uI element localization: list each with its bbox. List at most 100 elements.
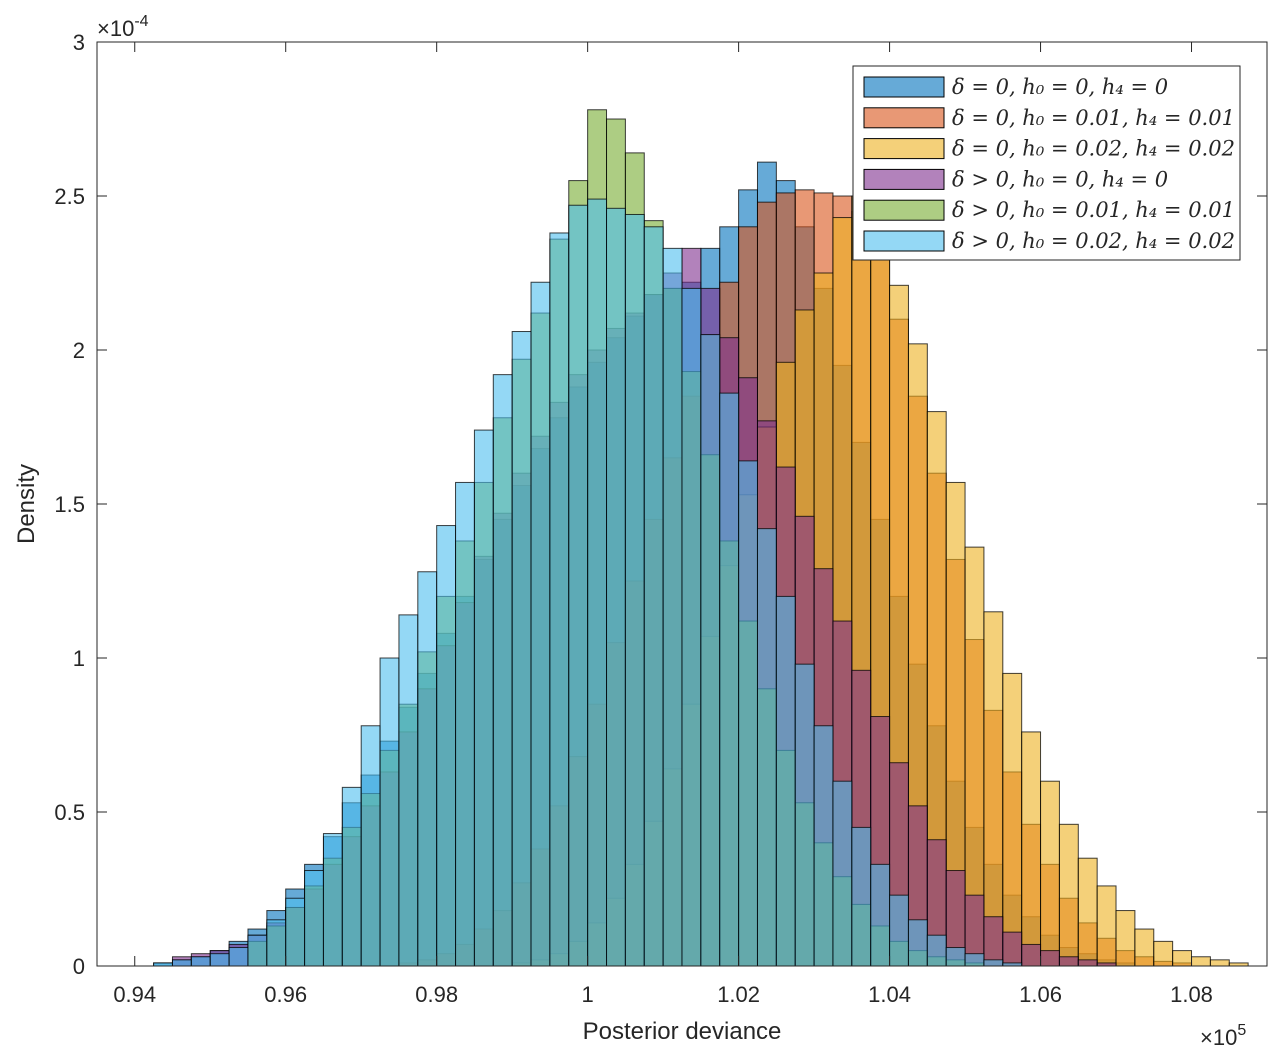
histogram-bar [549,232,570,967]
histogram-bar [266,919,287,967]
x-tick-label: 0.94 [113,982,156,1007]
histogram-bar [662,247,683,967]
histogram-bar [1040,780,1060,967]
histogram-bar [700,334,721,967]
x-tick-label: 0.98 [415,982,458,1007]
histogram-bar [945,947,966,967]
histogram-bar [1040,950,1060,967]
histogram-bar [436,525,457,967]
histogram-bar [983,916,1004,967]
legend-label: δ = 0, h₀ = 0.01, h₄ = 0.01 [952,106,1235,130]
legend-label: δ = 0, h₀ = 0, h₄ = 0 [952,75,1168,99]
legend-swatch [863,138,945,160]
histogram-bar [813,725,834,967]
legend-label: δ = 0, h₀ = 0.02, h₄ = 0.02 [952,137,1235,161]
histogram-bar [228,947,249,967]
histogram-bar [775,595,796,967]
legend-swatch [863,199,945,221]
histogram-bar [455,481,475,967]
histogram-bar [1134,928,1155,967]
histogram-bar [1002,931,1023,967]
y-tick-label: 3 [73,30,85,55]
histogram-bar [1021,943,1042,967]
histogram-bar [1077,959,1098,967]
histogram-bar [379,657,400,967]
histogram-bar [530,281,551,967]
histogram-bar [360,725,381,967]
legend-label: δ > 0, h₀ = 0.02, h₄ = 0.02 [952,229,1235,253]
legend-box [852,65,1241,261]
x-multiplier: ×105 [1200,1022,1246,1050]
histogram-bar [926,934,947,967]
histogram-bar [492,374,513,967]
histogram-bar [756,528,777,967]
histogram-bar [209,953,230,967]
histogram-bar [1077,857,1098,967]
histogram-bar [983,611,1004,967]
y-tick-label: 0 [73,954,85,979]
legend-items: δ = 0, h₀ = 0, h₄ = 0 δ = 0, h₀ = 0.01, h… [863,75,1235,253]
x-axis-label: Posterior deviance [583,1018,782,1045]
histogram-bar [1153,940,1174,967]
legend-label: δ > 0, h₀ = 0.01, h₄ = 0.01 [952,198,1235,222]
histogram-bar [285,897,306,967]
histogram-bar [304,870,324,967]
x-tick-label: 1.06 [1019,982,1062,1007]
legend-swatch [863,107,945,129]
histogram-bar [624,213,645,967]
histogram-bar [851,826,872,967]
histogram-bar [1191,956,1211,967]
histogram-bar [171,959,192,967]
y-multiplier: ×10-4 [97,13,149,41]
y-tick-label: 0.5 [54,800,85,825]
histogram-bar [889,894,909,967]
histogram-bar [983,959,1004,967]
y-axis-label: Density [13,464,40,544]
x-tick-label: 0.96 [264,982,307,1007]
histogram-bar [1096,885,1117,967]
histogram-bar [681,287,702,967]
histogram-bar [907,919,928,967]
x-tick-label: 1.04 [868,982,911,1007]
legend-swatch [863,76,945,98]
histogram-bar [1058,823,1079,967]
y-tick-label: 2 [73,338,85,363]
histogram-bar [1209,959,1230,967]
histogram-bar [643,226,664,967]
x-tick-label: 1 [582,982,594,1007]
bars-layer [153,109,1249,967]
y-tick-label: 1.5 [54,492,85,517]
histogram-bar [870,863,891,967]
histogram-bar [322,833,343,967]
histogram-bar [606,207,626,967]
histogram-bar [964,953,985,967]
histogram-bar [1002,672,1023,967]
y-tick-label: 1 [73,646,85,671]
histogram-bar [417,571,438,967]
histogram-bar [473,429,494,967]
x-tick-label: 1.08 [1170,982,1213,1007]
x-tick-label: 1.02 [717,982,760,1007]
histogram-bar [587,198,608,967]
histogram-bar [832,780,853,967]
legend: δ = 0, h₀ = 0, h₄ = 0 δ = 0, h₀ = 0.01, h… [852,65,1241,261]
legend-swatch [863,230,945,252]
histogram-bar [1058,956,1079,967]
histogram-bar [1021,731,1042,967]
histogram-bar [1115,910,1136,967]
histogram-bar [341,786,362,967]
histogram-bar [794,663,815,967]
histogram-bar [738,460,758,967]
histogram-bar [719,392,740,967]
histogram-bar [511,331,532,967]
legend-label: δ > 0, h₀ = 0, h₄ = 0 [952,167,1168,191]
y-tick-label: 2.5 [54,184,85,209]
histogram-bar [1172,950,1193,967]
histogram-bar [398,614,419,967]
legend-swatch [863,168,945,190]
histogram-bar [247,934,268,967]
series-6 [153,198,1023,967]
histogram-bar [568,204,589,967]
